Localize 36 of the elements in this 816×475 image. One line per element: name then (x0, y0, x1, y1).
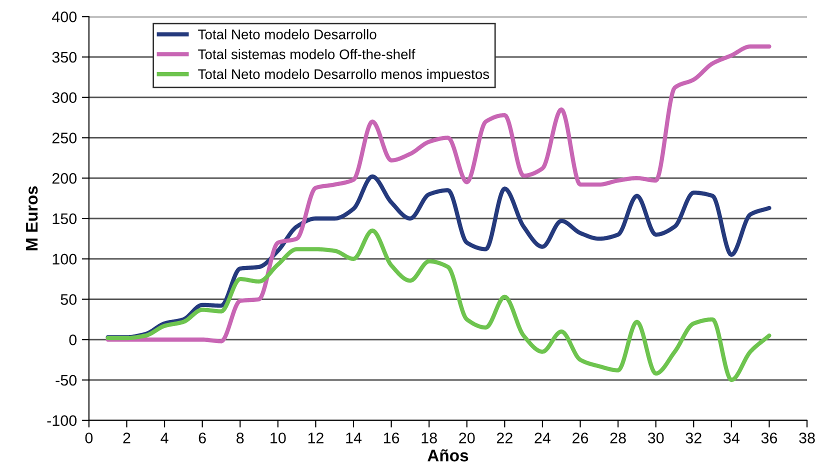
x-tick-label: 0 (85, 432, 93, 444)
x-tick-label: 24 (534, 432, 551, 444)
x-tick-label: 16 (384, 432, 400, 444)
x-tick-label: 2 (123, 432, 130, 444)
y-tick-label: 250 (52, 132, 77, 144)
x-tick-label: 34 (724, 432, 740, 444)
y-tick-label: 150 (52, 213, 77, 224)
x-tick-label: 8 (236, 432, 244, 444)
legend-label: Total sistemas modelo Off-the-shelf (198, 49, 416, 60)
x-axis-title: Años (428, 449, 468, 462)
y-tick-label: 0 (69, 334, 77, 346)
x-tick-label: 18 (422, 432, 437, 444)
x-tick-label: 26 (572, 432, 588, 444)
y-tick-label: 400 (52, 11, 77, 22)
y-tick-label: 350 (52, 52, 77, 63)
x-tick-label: 12 (308, 432, 324, 444)
legend-label: Total Neto modelo Desarrollo menos impuestos (198, 68, 490, 82)
y-tick-label: -100 (47, 415, 77, 426)
y-tick-label: 200 (52, 172, 77, 184)
y-axis-title: M Euros (26, 186, 38, 250)
x-tick-label: 22 (496, 432, 512, 444)
x-tick-label: 14 (346, 432, 362, 444)
x-tick-label: 6 (198, 432, 206, 444)
x-tick-label: 32 (686, 432, 702, 444)
y-tick-label: -50 (56, 374, 77, 386)
x-tick-label: 38 (799, 432, 815, 444)
x-tick-label: 10 (270, 432, 286, 444)
y-tick-label: 50 (60, 294, 77, 305)
x-tick-label: 4 (160, 432, 168, 444)
x-tick-label: 20 (459, 432, 475, 444)
x-tick-label: 30 (648, 432, 664, 444)
x-tick-label: 36 (761, 432, 778, 444)
legend-label: Total Neto modelo Desarrollo (198, 29, 376, 40)
x-tick-label: 28 (610, 432, 626, 444)
y-tick-label: 300 (52, 92, 77, 104)
y-tick-label: 100 (52, 254, 77, 265)
